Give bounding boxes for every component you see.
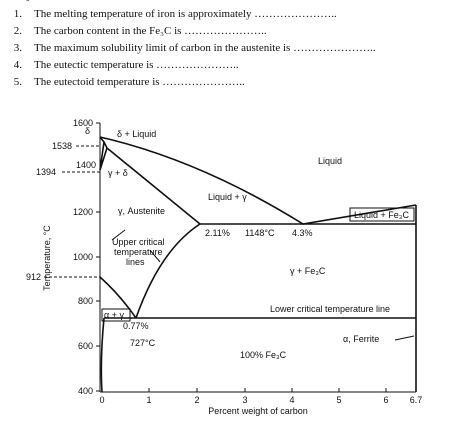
- annotation: 100% Fe₃C: [240, 350, 287, 360]
- annotation: γ + Fe₃C: [290, 266, 326, 276]
- y-tick-label: 600: [78, 341, 93, 351]
- question-number: 4.: [14, 59, 23, 71]
- annotation: 1394: [36, 167, 56, 177]
- x-tick-label: 5: [336, 395, 341, 405]
- annotation: lines: [126, 257, 145, 267]
- x-tick-label: 3: [242, 395, 247, 405]
- annotation: δ + Liquid: [117, 129, 156, 139]
- annotation: temperature: [114, 247, 163, 257]
- question-number: 3.: [14, 42, 23, 54]
- annotation: Lower critical temperature line: [270, 304, 390, 314]
- acm-line: [135, 223, 201, 319]
- leader-lines: [111, 229, 161, 263]
- question-text: The eutectic temperature is …………………..: [34, 59, 239, 71]
- solidus: [106, 147, 201, 225]
- solvus-line: [100, 317, 105, 393]
- annotation: 0.77%: [123, 321, 149, 331]
- dashed-guides: [44, 145, 100, 278]
- a3-line: [99, 276, 137, 319]
- x-tick-label: 4: [289, 395, 294, 405]
- y-tick-label: 1000: [73, 252, 93, 262]
- annotation: 1148°C: [245, 228, 275, 238]
- question-text: The carbon content in the Fe₃C is …………………: [34, 25, 267, 37]
- label-box: [349, 207, 415, 222]
- x-tick-label: 0: [99, 395, 104, 405]
- question-text: The eutectoid temperature is …………………..: [34, 76, 245, 88]
- question-number: 5.: [14, 76, 23, 88]
- y-tick-label: 400: [78, 386, 93, 396]
- x-axis-label: Percent weight of carbon: [208, 406, 308, 416]
- phase-lines: [44, 123, 417, 393]
- annotation: Upper critical: [112, 237, 165, 247]
- label-box: [101, 308, 131, 322]
- x-tick-label: 6.7: [410, 395, 423, 405]
- arrow: [394, 335, 415, 341]
- x-tick-label: 6: [383, 395, 388, 405]
- question-text: The maximum solubility limit of carbon i…: [34, 42, 376, 54]
- question-number: 2.: [14, 25, 23, 37]
- liquidus: [99, 136, 417, 225]
- annotation: Liquid + Fe₃C: [354, 210, 409, 220]
- annotation: 1538: [52, 141, 72, 151]
- annotation: Liquid: [318, 156, 342, 166]
- annotation: γ + δ: [108, 168, 128, 178]
- annotation: 912: [26, 272, 41, 282]
- x-tick-label: 1: [146, 395, 151, 405]
- y-tick-label: 1200: [73, 207, 93, 217]
- x-tick-label: 2: [194, 395, 199, 405]
- annotation: Liquid + γ: [208, 192, 247, 202]
- annotation: 1400: [76, 160, 96, 170]
- question-text: The melting temperature of iron is appro…: [34, 8, 337, 20]
- question-number: 1.: [14, 8, 23, 20]
- annotation: 727°C: [130, 338, 156, 348]
- y-tick-label: 800: [78, 296, 93, 306]
- annotation: 4.3%: [292, 228, 313, 238]
- annotation: γ, Austenite: [118, 206, 165, 216]
- annotation: δ: [85, 126, 90, 136]
- annotation: α, Ferrite: [343, 334, 379, 344]
- y-tick-label: 1600: [73, 118, 93, 128]
- annotation: α + Fe₃C: [0, 0, 37, 2]
- delta-region: [99, 136, 108, 171]
- annotation: α + γ: [104, 310, 124, 320]
- annotation: 2.11%: [205, 228, 230, 238]
- y-axis-label: Temperature, °C: [42, 225, 52, 291]
